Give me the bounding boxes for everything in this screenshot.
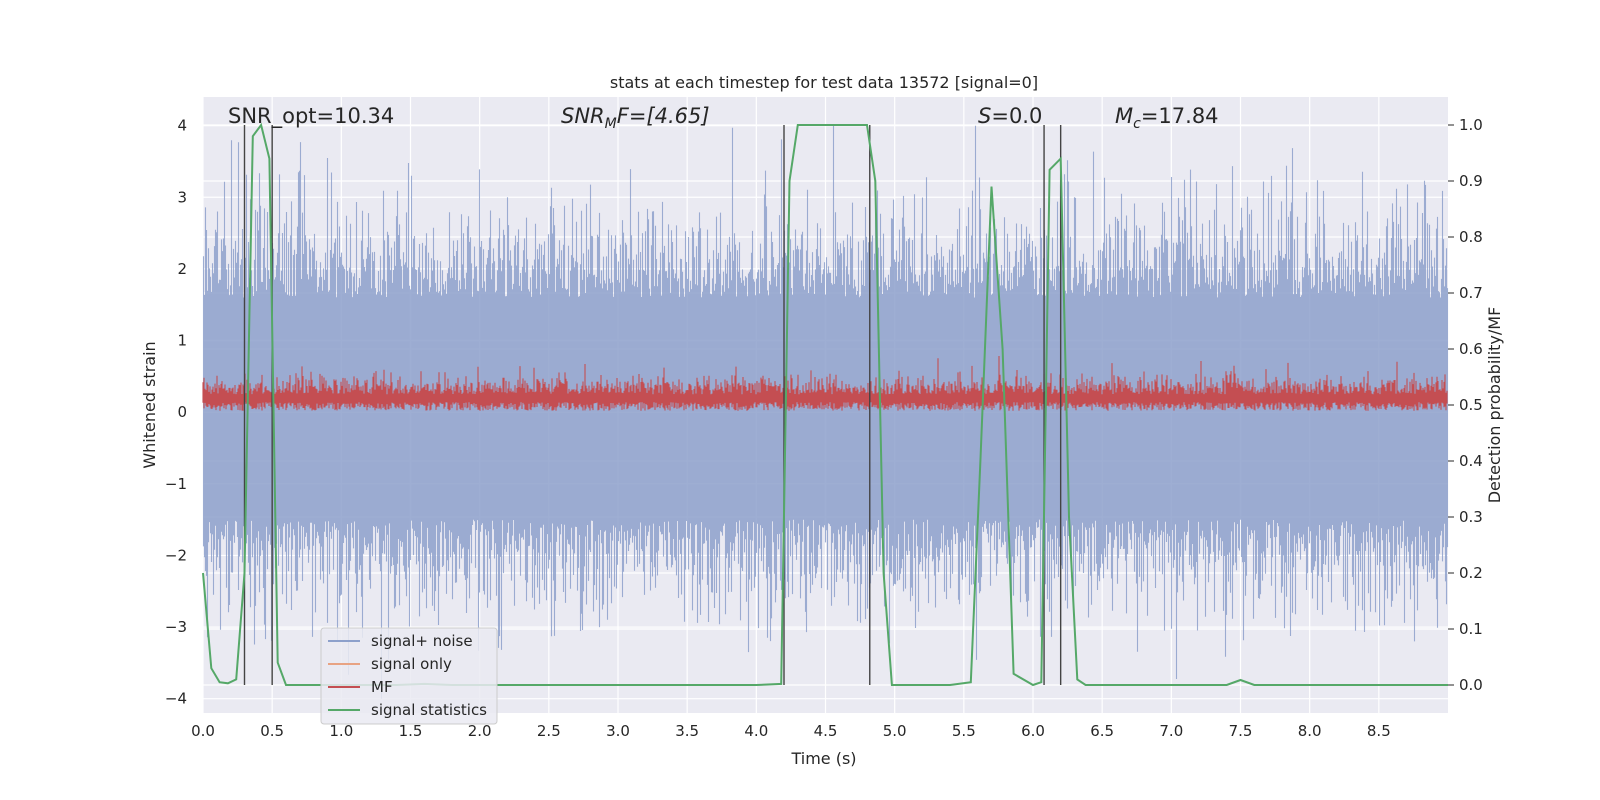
x-tick-label: 6.5 xyxy=(1090,722,1114,740)
y-right-tick-label: 0.3 xyxy=(1459,508,1483,526)
x-tick-label: 1.5 xyxy=(399,722,423,740)
y-right-tick-label: 0.2 xyxy=(1459,564,1483,582)
y-right-tick-label: 0.7 xyxy=(1459,284,1483,302)
x-tick-label: 3.0 xyxy=(606,722,630,740)
legend-label-noise: signal+ noise xyxy=(371,632,473,650)
y-right-axis-label: Detection probability/MF xyxy=(1485,307,1504,504)
snr-mf-sub: M xyxy=(605,116,617,132)
legend-label-stats: signal statistics xyxy=(371,701,487,719)
annotation-s: S=0.0 xyxy=(978,104,1042,128)
y-left-tick-label: 1 xyxy=(177,332,187,350)
x-tick-label: 2.0 xyxy=(468,722,492,740)
snr-mf-main: SNR xyxy=(561,104,605,128)
x-tick-label: 3.5 xyxy=(675,722,699,740)
y-left-tick-label: −1 xyxy=(165,475,187,493)
y-left-tick-label: −4 xyxy=(165,690,187,708)
x-tick-label: 7.0 xyxy=(1159,722,1183,740)
legend-box xyxy=(320,627,498,725)
x-tick-label: 5.5 xyxy=(952,722,976,740)
y-right-tick-label: 0.4 xyxy=(1459,452,1483,470)
legend-label-mf: MF xyxy=(371,678,393,696)
x-tick-label: 6.0 xyxy=(1021,722,1045,740)
y-left-axis-label: Whitened strain xyxy=(140,341,159,468)
legend-label-signal: signal only xyxy=(371,655,452,673)
legend: signal+ noise signal only MF signal stat… xyxy=(320,627,498,725)
y-left-tick-label: 0 xyxy=(177,403,187,421)
y-left-tick-label: 2 xyxy=(177,260,187,278)
x-tick-label: 7.5 xyxy=(1229,722,1253,740)
annotation-snr-mf: SNRMF=[4.65] xyxy=(561,104,710,132)
vertical-markers xyxy=(243,125,1062,685)
x-tick-label: 0.0 xyxy=(191,722,215,740)
x-tick-label: 5.0 xyxy=(883,722,907,740)
mc-sub: c xyxy=(1133,116,1141,132)
annotation-snr-opt: SNR_opt=10.34 xyxy=(228,104,394,129)
x-tick-label: 2.5 xyxy=(537,722,561,740)
signal-statistics-series xyxy=(202,122,1448,687)
snr-mf-rest: F=[4.65] xyxy=(617,104,710,128)
y-left-tick-labels: 4 3 2 1 0 −1 −2 −3 −4 xyxy=(165,117,187,708)
y-right-tick-label: 0.1 xyxy=(1459,620,1483,638)
x-tick-label: 8.5 xyxy=(1367,722,1391,740)
x-tick-labels: 0.0 0.5 1.0 1.5 2.0 2.5 3.0 3.5 4.0 4.5 5.0 5.5 6.0 6… xyxy=(191,722,1391,740)
y-right-tick-label: 0.6 xyxy=(1459,340,1483,358)
x-tick-label: 1.0 xyxy=(329,722,353,740)
y-right-tick-label: 1.0 xyxy=(1459,116,1483,134)
mf-series xyxy=(202,356,1448,411)
y-left-tick-label: 4 xyxy=(177,117,187,135)
x-tick-label: 0.5 xyxy=(260,722,284,740)
y-left-tick-label: −2 xyxy=(165,546,187,564)
annotation-mc: Mc=17.84 xyxy=(1115,104,1219,132)
chart-title: stats at each timestep for test data 135… xyxy=(610,73,1038,92)
y-left-tick-label: 3 xyxy=(177,188,187,206)
y-right-tick-labels: 1.0 0.9 0.8 0.7 0.6 0.5 0.4 0.3 0.2 0.1 0.0 xyxy=(1448,116,1483,694)
mf-trace xyxy=(202,356,1448,411)
s-rest: =0.0 xyxy=(991,104,1042,128)
x-tick-label: 4.0 xyxy=(744,722,768,740)
mc-rest: =17.84 xyxy=(1141,104,1219,128)
mc-main: M xyxy=(1115,104,1133,128)
y-right-tick-label: 0.0 xyxy=(1459,676,1483,694)
y-right-tick-label: 0.5 xyxy=(1459,396,1483,414)
x-tick-label: 8.0 xyxy=(1298,722,1322,740)
y-right-tick-label: 0.9 xyxy=(1459,172,1483,190)
x-axis-label: Time (s) xyxy=(790,749,856,768)
signal-statistics-line xyxy=(202,122,1448,687)
y-left-tick-label: −3 xyxy=(165,618,187,636)
x-tick-label: 4.5 xyxy=(814,722,838,740)
y-right-tick-label: 0.8 xyxy=(1459,228,1483,246)
s-italic: S xyxy=(978,104,991,128)
